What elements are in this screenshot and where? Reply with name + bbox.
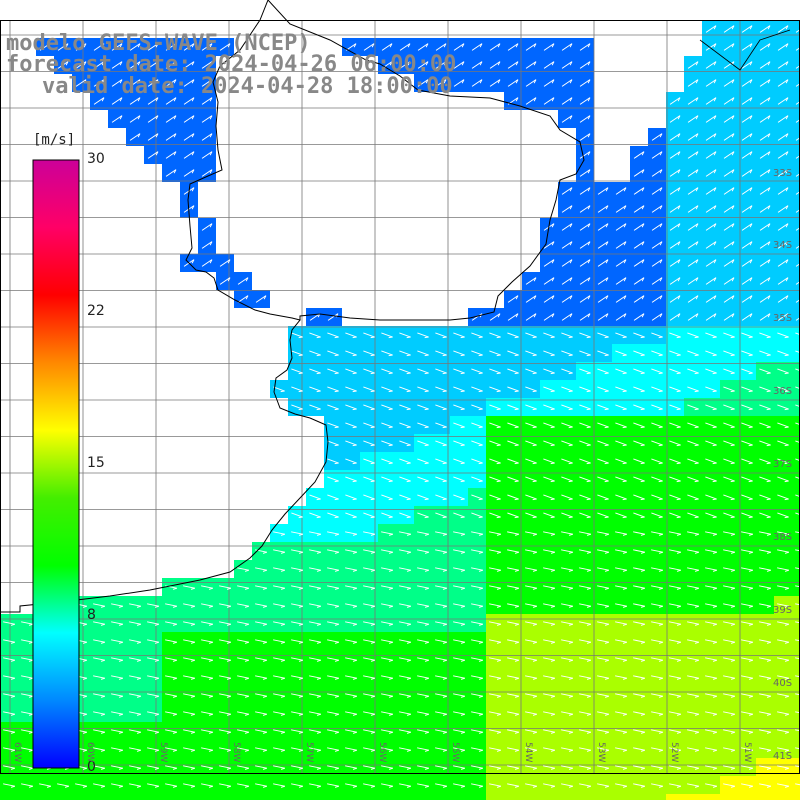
valid-date: valid date: 2024-04-28 18:00:00 bbox=[42, 74, 453, 99]
wind-speed-field bbox=[0, 20, 800, 800]
lat-label: 39S bbox=[773, 605, 793, 616]
coastline bbox=[0, 0, 585, 613]
lon-label: 55W bbox=[450, 742, 460, 763]
lon-label: 59W bbox=[158, 742, 168, 763]
colorbar-tick-15: 15 bbox=[87, 455, 105, 471]
lat-label: 40S bbox=[773, 678, 793, 689]
forecast-date: forecast date: 2024-04-26 06:00:00 bbox=[6, 52, 457, 77]
lat-label: 33S bbox=[773, 168, 793, 179]
lon-label: 54W bbox=[523, 742, 533, 763]
model-title: modelo GEFS-WAVE (NCEP) bbox=[6, 31, 311, 56]
lon-label: 53W bbox=[596, 742, 606, 763]
lat-lon-grid bbox=[0, 20, 800, 773]
lat-label: 37S bbox=[773, 459, 793, 470]
lon-label: 57W bbox=[304, 742, 314, 763]
lon-label: 61W bbox=[12, 742, 22, 763]
colorbar-tick-8: 8 bbox=[87, 607, 96, 623]
colorbar-tick-30: 30 bbox=[87, 151, 105, 167]
colorbar-tick-22: 22 bbox=[87, 303, 105, 319]
lon-label: 60W bbox=[85, 742, 95, 763]
lat-label: 36S bbox=[773, 386, 793, 397]
wind-arrows bbox=[3, 25, 800, 788]
colorbar bbox=[32, 159, 80, 769]
lon-label: 58W bbox=[231, 742, 241, 763]
lon-label: 51W bbox=[742, 742, 752, 763]
lon-label: 52W bbox=[669, 742, 679, 763]
lat-label: 38S bbox=[773, 532, 793, 543]
country-border bbox=[699, 29, 791, 71]
lon-label: 56W bbox=[377, 742, 387, 763]
colorbar-unit: [m/s] bbox=[33, 132, 76, 148]
lat-label: 35S bbox=[773, 313, 793, 324]
lat-label: 41S bbox=[773, 751, 793, 762]
colorbar-tick-0: 0 bbox=[87, 759, 96, 775]
lat-label: 34S bbox=[773, 240, 793, 251]
